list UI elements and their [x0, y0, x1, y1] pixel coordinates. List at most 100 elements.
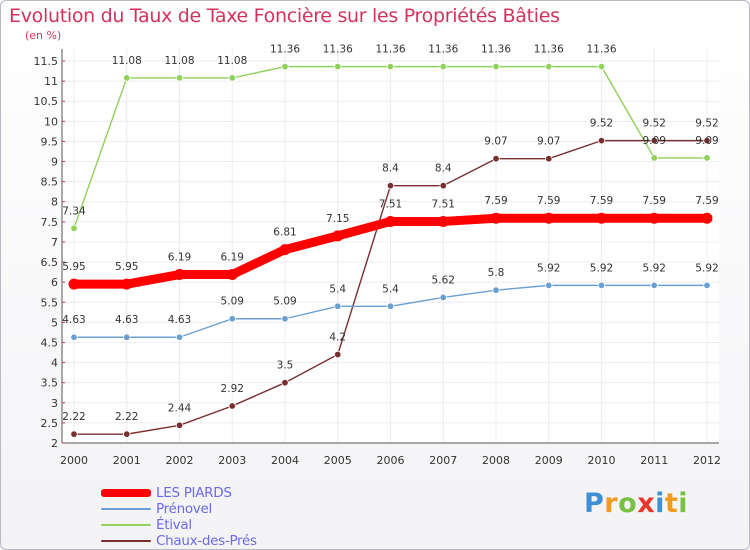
- data-label--tival: 9.09: [643, 135, 666, 147]
- data-label-chaux-des-pr-s: 9.07: [484, 136, 507, 148]
- x-tick-label: 2002: [166, 454, 194, 467]
- data-point-pr-novel: [545, 281, 553, 290]
- x-tick-label: 2007: [429, 454, 457, 467]
- brand-letter: P: [584, 488, 605, 519]
- data-point-chaux-des-pr-s: [281, 378, 289, 387]
- data-label-chaux-des-pr-s: 9.52: [643, 118, 666, 130]
- data-label-les-piards: 5.95: [115, 261, 138, 273]
- data-label-les-piards: 6.19: [221, 252, 244, 264]
- data-label--tival: 7.34: [62, 205, 86, 217]
- y-tick-label: 2.5: [41, 417, 59, 430]
- data-point--tival: [703, 154, 711, 162]
- data-label-les-piards: 6.19: [168, 252, 191, 264]
- data-label-les-piards: 7.59: [695, 195, 718, 207]
- data-point-chaux-des-pr-s: [703, 136, 711, 145]
- data-label-chaux-des-pr-s: 9.07: [537, 136, 560, 148]
- data-point-chaux-des-pr-s: [123, 430, 131, 438]
- brand-letter: o: [618, 488, 638, 519]
- data-point-les-piards: [701, 212, 713, 224]
- data-point--tival: [228, 74, 236, 82]
- data-point--tival: [597, 62, 606, 71]
- data-label-chaux-des-pr-s: 4.2: [329, 332, 346, 344]
- data-point-chaux-des-pr-s: [650, 136, 658, 145]
- data-label-pr-novel: 5.4: [382, 283, 399, 295]
- y-tick-label: 7.5: [41, 216, 59, 229]
- y-tick-label: 4: [51, 357, 58, 370]
- data-point-les-piards: [596, 212, 607, 224]
- data-point-chaux-des-pr-s: [597, 136, 606, 145]
- y-tick-label: 5: [51, 316, 58, 329]
- data-label-pr-novel: 5.92: [643, 262, 666, 274]
- data-point-les-piards: [490, 212, 502, 224]
- data-label--tival: 11.08: [112, 55, 142, 67]
- brand-letter: x: [637, 488, 656, 519]
- y-tick-label: 6: [51, 276, 58, 289]
- data-label-chaux-des-pr-s: 8.4: [382, 163, 399, 175]
- y-tick-label: 10.5: [34, 95, 59, 108]
- data-point--tival: [439, 62, 447, 71]
- brand-letter: i: [678, 488, 689, 519]
- y-tick-label: 10: [44, 115, 58, 128]
- data-label-pr-novel: 5.09: [273, 296, 296, 308]
- legend-label: Prénovel: [156, 501, 212, 517]
- legend-item-prenovel: Prénovel: [101, 501, 321, 517]
- x-tick-label: 2009: [535, 454, 563, 467]
- data-label-chaux-des-pr-s: 9.52: [590, 118, 613, 130]
- data-label-pr-novel: 5.92: [695, 262, 718, 274]
- brand-letter: i: [655, 488, 665, 519]
- x-tick-label: 2006: [377, 454, 405, 467]
- data-point-les-piards: [121, 278, 133, 290]
- data-point-pr-novel: [703, 281, 711, 290]
- data-label-chaux-des-pr-s: 2.44: [168, 402, 192, 414]
- data-label-les-piards: 7.59: [643, 195, 666, 207]
- data-label-pr-novel: 5.4: [329, 283, 346, 295]
- data-point--tival: [70, 224, 78, 232]
- data-point-les-piards: [332, 230, 344, 242]
- data-label-pr-novel: 5.92: [537, 262, 560, 274]
- data-point--tival: [545, 62, 553, 71]
- data-point-pr-novel: [386, 302, 395, 310]
- data-label-les-piards: 5.95: [62, 261, 85, 273]
- x-tick-label: 2011: [640, 454, 668, 467]
- legend-swatch-les-piards: [101, 489, 151, 497]
- data-label--tival: 11.36: [534, 44, 564, 56]
- data-label--tival: 11.08: [217, 55, 247, 67]
- data-label--tival: 11.36: [270, 44, 300, 56]
- legend-label: Chaux-des-Prés: [156, 533, 257, 549]
- y-tick-label: 7: [51, 236, 58, 249]
- data-point-les-piards: [385, 215, 396, 227]
- legend-label: Étival: [156, 517, 192, 533]
- x-tick-label: 2004: [271, 454, 299, 467]
- data-point-pr-novel: [281, 315, 289, 323]
- data-point-chaux-des-pr-s: [70, 430, 78, 438]
- brand-logo: Proxiti: [584, 488, 688, 519]
- data-label-chaux-des-pr-s: 9.52: [695, 118, 718, 130]
- data-point-chaux-des-pr-s: [386, 181, 395, 190]
- data-label--tival: 11.36: [586, 44, 616, 56]
- y-tick-label: 11: [44, 75, 58, 88]
- chart-title: Evolution du Taux de Taxe Foncière sur l…: [9, 5, 560, 27]
- legend-label: LES PIARDS: [156, 485, 232, 501]
- data-point-les-piards: [174, 269, 185, 281]
- data-point--tival: [281, 62, 289, 71]
- data-label-pr-novel: 5.09: [221, 296, 244, 308]
- brand-letter: t: [664, 488, 679, 519]
- y-tick-label: 4.5: [41, 336, 59, 349]
- y-tick-label: 8: [51, 196, 58, 209]
- x-tick-label: 2010: [588, 454, 616, 467]
- data-point-chaux-des-pr-s: [334, 350, 342, 359]
- data-label-les-piards: 7.59: [590, 195, 613, 207]
- data-point-chaux-des-pr-s: [228, 402, 236, 410]
- legend-item-les-piards: LES PIARDS: [101, 485, 321, 501]
- legend-swatch-chaux-des-pres: [101, 540, 151, 542]
- data-label-les-piards: 7.51: [379, 198, 402, 210]
- legend-item-chaux-des-pres: Chaux-des-Prés: [101, 533, 321, 549]
- data-point-chaux-des-pr-s: [545, 155, 553, 163]
- data-point-pr-novel: [123, 333, 131, 341]
- data-point-les-piards: [68, 278, 80, 290]
- data-point-chaux-des-pr-s: [492, 155, 500, 163]
- data-label--tival: 11.36: [375, 44, 405, 56]
- data-point--tival: [650, 154, 658, 162]
- y-tick-label: 3: [51, 397, 58, 410]
